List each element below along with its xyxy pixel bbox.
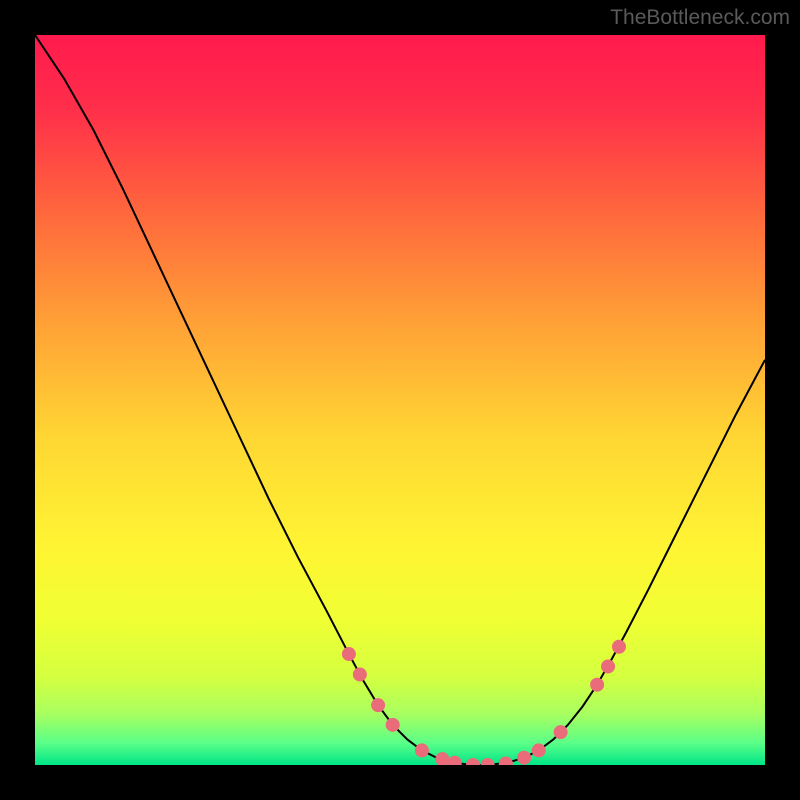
curve-marker	[532, 743, 546, 757]
curve-marker	[342, 647, 356, 661]
curve-layer	[35, 35, 765, 765]
curve-marker	[590, 678, 604, 692]
chart-plot-area	[35, 35, 765, 765]
curve-marker	[371, 698, 385, 712]
curve-marker	[386, 718, 400, 732]
curve-marker	[448, 756, 462, 765]
curve-marker	[554, 725, 568, 739]
curve-marker	[499, 757, 513, 765]
curve-marker	[353, 667, 367, 681]
bottleneck-curve	[35, 35, 765, 765]
curve-markers	[342, 640, 626, 765]
curve-marker	[601, 659, 615, 673]
watermark-text: TheBottleneck.com	[610, 6, 790, 30]
curve-marker	[415, 743, 429, 757]
curve-marker	[481, 758, 495, 765]
curve-marker	[466, 758, 480, 765]
curve-marker	[612, 640, 626, 654]
curve-marker	[517, 751, 531, 765]
curve-marker	[435, 752, 449, 765]
